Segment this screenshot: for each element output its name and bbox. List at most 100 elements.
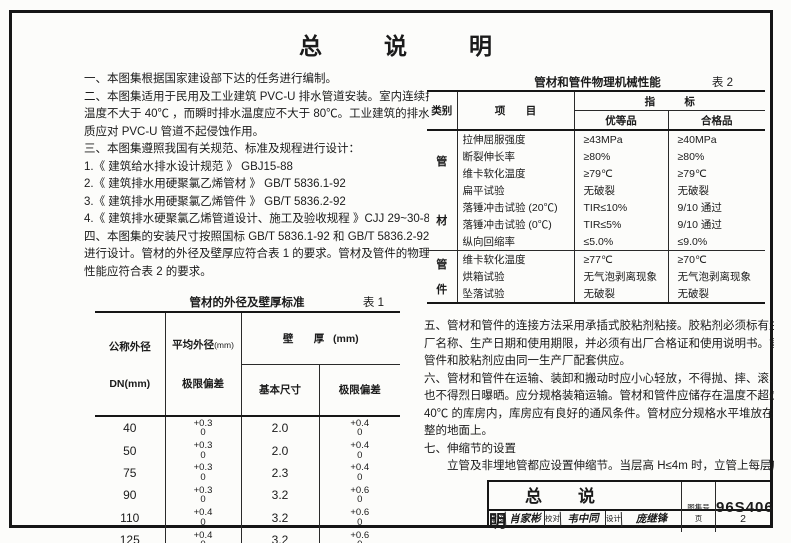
qualified-value: 无破裂	[667, 182, 765, 199]
note-line: 七、伸缩节的设置	[424, 442, 516, 455]
table2-header-item: 项 目	[456, 91, 574, 131]
premium-value: TIR≤5%	[573, 216, 668, 233]
note-line: 性能应符合表 2 的要求。	[84, 265, 212, 278]
premium-value: ≥80%	[573, 148, 668, 165]
dn-value: 90	[123, 488, 137, 503]
wall-basic-size: 2.0	[240, 439, 319, 462]
table1-number: 表 1	[362, 297, 384, 309]
note-line: 1.《 建筑给水排水设计规范 》 GBJ15-88	[84, 160, 293, 173]
table1-row: 40 +0.3 0 2.0 +0.4 0	[95, 416, 400, 440]
table1-row: 50 +0.3 0 2.0 +0.4 0	[95, 439, 400, 462]
page-title: 总说明	[299, 33, 554, 59]
note-line: 质应对 PVC-U 管道不起侵蚀作用。	[84, 125, 265, 138]
note-line: 2.《 建筑排水用硬聚氯乙烯管材 》 GB/T 5836.1-92	[84, 178, 346, 190]
premium-value: ≥77℃	[573, 250, 668, 268]
wall-basic-size: 2.0	[240, 416, 319, 440]
table2-row: 断裂伸长率 ≥80% ≥80%	[427, 148, 765, 165]
note-line: 一、本图集根据国家建设部下达的任务进行编制。	[84, 73, 337, 85]
wall-basic-size: 3.2	[240, 506, 319, 529]
table2-number: 表 2	[711, 77, 733, 89]
wall-basic-size: 3.2	[240, 484, 319, 507]
atlas-number: 96S406	[715, 482, 774, 532]
wall-basic-size: 3.2	[240, 528, 319, 543]
proofreader-label: 校对	[544, 511, 560, 526]
table2-caption-text: 管材和管件物理机械性能	[534, 77, 661, 89]
avg-od-tolerance: +0.3 0	[164, 461, 241, 485]
avg-od-tolerance: +0.3 0	[164, 416, 241, 440]
title-block: 总说明 图集号 96S406 审核 肖家彬 校对 韦中同 设计 庞继锋 页 2	[487, 480, 773, 532]
table1-caption: 管材的外径及壁厚标准 表 1	[96, 294, 398, 310]
premium-value: 无破裂	[573, 285, 668, 303]
reviewer-signature: 肖家彬	[504, 510, 545, 527]
dn-value: 110	[120, 510, 140, 525]
table2-row: 维卡软化温度 ≥79℃ ≥79℃	[427, 165, 765, 182]
note-line: 3.《 建筑排水用硬聚氯乙烯管件 》 GB/T 5836.2-92	[84, 195, 346, 208]
avg-od-tolerance: +0.3 0	[164, 484, 241, 507]
property-name: 维卡软化温度	[456, 250, 574, 268]
premium-value: 无破裂	[573, 182, 668, 199]
table1-row: 125 +0.40 3.2 +0.60	[95, 528, 400, 543]
table2-header-qualified: 合格品	[667, 110, 765, 131]
physical-properties-table: 类别 项 目 指 标 优等品 合格品 管材 拉伸屈服强度 ≥43MPa ≥40M…	[427, 90, 765, 304]
table1-row: 90 +0.3 0 3.2 +0.6 0	[95, 484, 400, 507]
qualified-value: ≥80%	[667, 148, 765, 165]
avg-od-tolerance: +0.40	[164, 528, 241, 543]
designer-label: 设计	[605, 511, 621, 526]
reviewer-label: 审核	[489, 514, 505, 523]
page-number: 2	[715, 511, 770, 526]
table1-header-wall-thickness: 壁 厚 (mm)	[240, 312, 400, 365]
note-line: 三、本图集遵照我国有关规范、标准及规程进行设计：	[84, 143, 360, 155]
note-line: 温度不大于 40℃ ，而瞬时排水温度应不大于 80℃。工业建筑的排水水	[84, 108, 429, 120]
dn-value: 125	[119, 533, 140, 543]
category-fitting: 管件	[427, 250, 457, 303]
table2-row: 管件 维卡软化温度 ≥77℃ ≥70℃	[427, 250, 765, 303]
qualified-value: ≥79℃	[667, 165, 765, 182]
table1-row: 75 +0.3 0 2.3 +0.4 0	[95, 461, 400, 485]
table2-caption: 管材和管件物理机械性能 表 2	[430, 74, 765, 90]
table2-row: 纵向回缩率 ≤5.0% ≤9.0%	[427, 233, 765, 251]
premium-value: ≤5.0%	[573, 233, 668, 251]
table2-header-index: 指 标	[573, 91, 765, 111]
qualified-value: ≥40MPa	[667, 130, 765, 148]
note-line: 二、本图集适用于民用及工业建筑 PVC-U 排水管道安装。室内连续排水	[84, 90, 429, 103]
table1-header-nominal-od: 公称外径 DN(mm)	[95, 312, 165, 417]
property-name: 纵向回缩率	[456, 233, 574, 251]
table1-header-tolerance: 极限偏差	[318, 364, 400, 417]
avg-od-tolerance: +0.3 0	[164, 439, 241, 462]
note-line: 管件和胶粘剂应由同一生产厂配套供应。	[424, 355, 631, 367]
atlas-number-label: 图集号	[681, 482, 715, 532]
note-line: 进行设计。管材的外径及壁厚应符合表 1 的要求。管材及管件的物理机械	[84, 248, 429, 260]
note-line: 厂名称、生产日期和使用期限，并必须有出厂合格证和使用说明书。管材、	[424, 337, 774, 350]
note-line: 立管及非埋地管都应设置伸缩节。当层高 H≤4m 时，立管上每层应	[424, 460, 774, 472]
property-name: 落锤冲击试验 (0℃)	[456, 216, 574, 233]
table2-row: 管材 拉伸屈服强度 ≥43MPa ≥40MPa	[427, 130, 765, 227]
qualified-value: 无破裂	[667, 285, 765, 303]
property-name: 烘箱试验	[456, 268, 574, 285]
property-name: 断裂伸长率	[456, 148, 574, 165]
dn-value: 40	[123, 421, 137, 436]
qualified-value: ≥70℃	[667, 250, 765, 268]
wall-basic-size: 2.3	[240, 461, 319, 485]
note-line: 也不得烈日曝晒。应分规格装箱运输。管材和管件应储存在温度不超过	[424, 390, 774, 402]
wall-tolerance: +0.4 0	[318, 439, 400, 462]
property-name: 坠落试验	[456, 285, 574, 303]
property-name: 扁平试验	[456, 182, 574, 199]
note-line: 40℃ 的库房内，库房应有良好的通风条件。管材应分规格水平堆放在平	[424, 407, 774, 420]
premium-value: TIR≤10%	[573, 199, 668, 216]
property-name: 落锤冲击试验 (20℃)	[456, 199, 574, 216]
wall-tolerance: +0.4 0	[318, 416, 400, 440]
dn-value: 75	[123, 465, 137, 480]
qualified-value: ≤9.0%	[667, 233, 765, 251]
dn-value: 50	[123, 443, 137, 458]
wall-tolerance: +0.4 0	[318, 461, 400, 485]
premium-value: ≥43MPa	[573, 130, 668, 148]
table2-header-premium: 优等品	[573, 110, 668, 131]
property-name: 维卡软化温度	[456, 165, 574, 182]
note-line: 四、本图集的安装尺寸按照国标 GB/T 5836.1-92 和 GB/T 583…	[84, 230, 429, 243]
premium-value: 无气泡剥离现象	[573, 268, 668, 285]
table1-header-basic-size: 基本尺寸	[240, 364, 319, 417]
premium-value: ≥79℃	[573, 165, 668, 182]
right-column: 五、管材和管件的连接方法采用承插式胶粘剂粘接。胶粘剂必须标有生产 厂名称、生产日…	[424, 318, 774, 476]
